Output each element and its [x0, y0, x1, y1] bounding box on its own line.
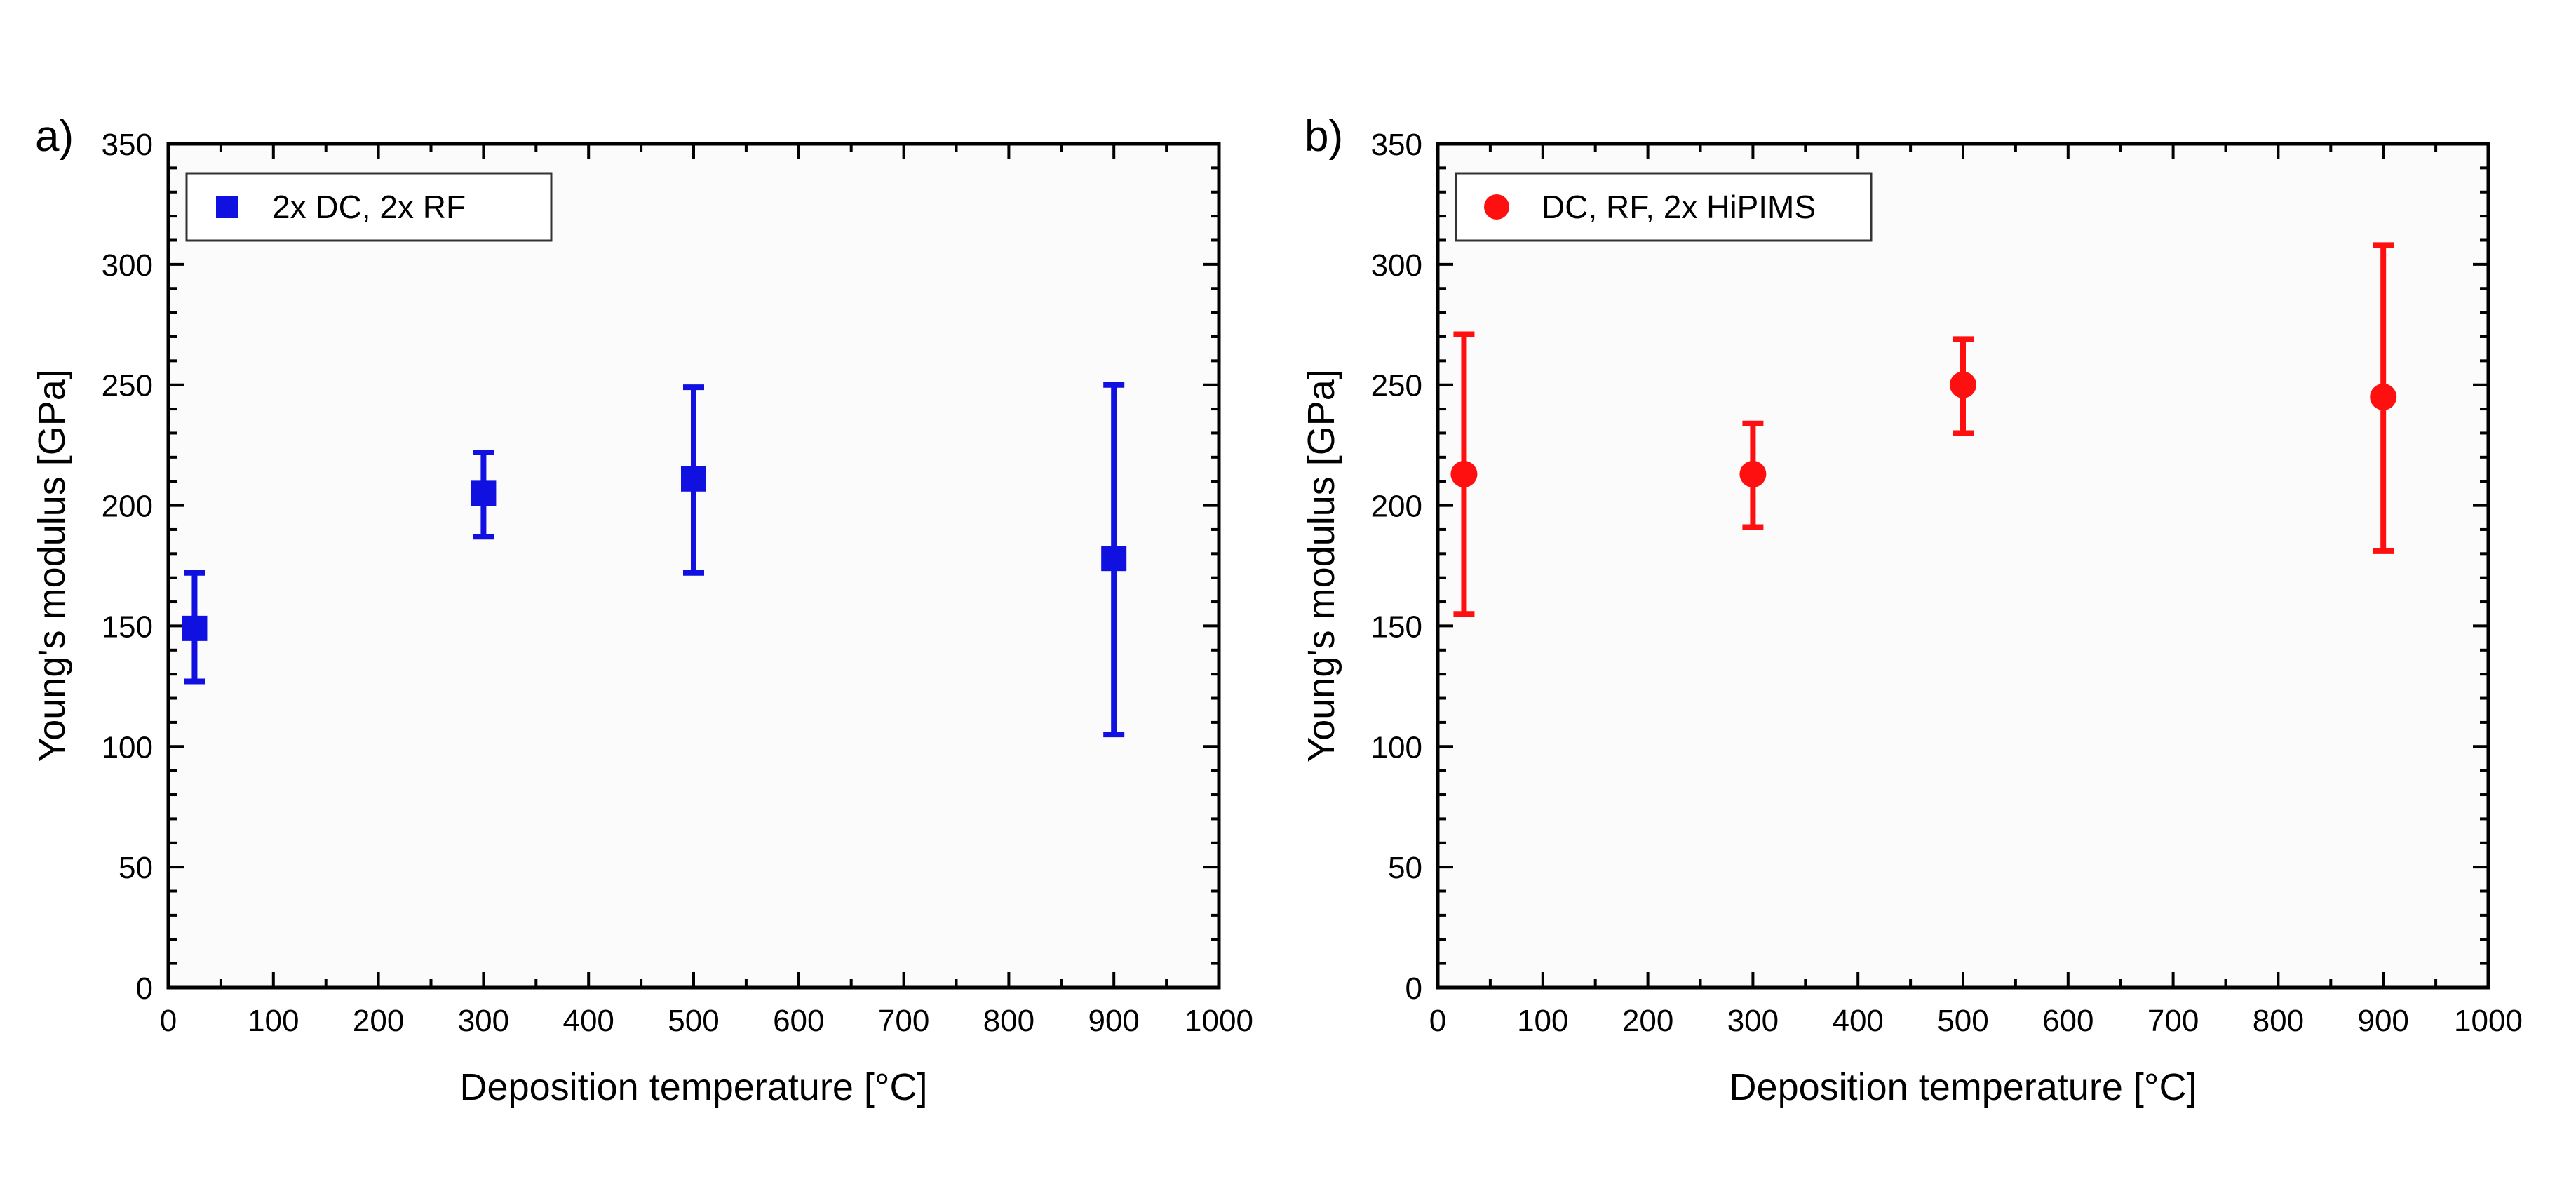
legend-marker-circle	[1484, 194, 1509, 220]
y-tick-label: 300	[1371, 248, 1422, 283]
y-tick-label: 100	[1371, 730, 1422, 765]
x-tick-label: 100	[248, 1004, 299, 1038]
x-tick-label: 300	[1727, 1004, 1779, 1038]
y-tick-label: 50	[119, 851, 153, 885]
x-tick-label: 200	[1622, 1004, 1673, 1038]
x-tick-label: 800	[983, 1004, 1034, 1038]
y-tick-label: 100	[102, 730, 153, 765]
legend	[185, 172, 553, 242]
y-tick-label: 300	[102, 248, 153, 283]
data-point-circle	[2370, 383, 2397, 410]
y-tick-label: 250	[102, 369, 153, 403]
legend	[1455, 172, 1873, 242]
data-point-circle	[1450, 460, 1478, 487]
data-point-circle	[1739, 460, 1767, 487]
y-tick-label: 150	[102, 610, 153, 644]
data-point-square	[1101, 546, 1127, 572]
x-tick-label: 200	[353, 1004, 404, 1038]
x-tick-label: 500	[668, 1004, 719, 1038]
x-tick-label: 900	[1088, 1004, 1139, 1038]
x-tick-label: 800	[2253, 1004, 2304, 1038]
data-point-square	[681, 466, 706, 492]
x-tick-label: 500	[1937, 1004, 1988, 1038]
y-tick-label: 50	[1388, 851, 1422, 885]
panel-label: a)	[35, 112, 74, 161]
x-tick-label: 100	[1517, 1004, 1568, 1038]
y-tick-label: 150	[1371, 610, 1422, 644]
panel-b: 0 100 200 300 400 500 600 700 800 900 1000 0 50 100 15…	[1300, 112, 2523, 1108]
data-point-circle	[1950, 371, 1976, 398]
x-tick-label: 600	[2042, 1004, 2093, 1038]
x-tick-label: 400	[1832, 1004, 1883, 1038]
x-tick-label: 1000	[1185, 1004, 1253, 1038]
x-tick-label: 300	[458, 1004, 509, 1038]
y-tick-label: 350	[102, 128, 153, 162]
y-tick-label: 200	[102, 490, 153, 524]
y-tick-label: 250	[1371, 369, 1422, 403]
panel-label: b)	[1304, 112, 1343, 161]
legend-label: 2x DC, 2x RF	[272, 189, 466, 225]
panel-a: 0 100 200 300 400 500 600 700 800 900 1000 0 50 100 15…	[31, 112, 1253, 1108]
x-tick-label: 0	[160, 1004, 177, 1038]
y-axis-label: Young's modulus [GPa]	[1300, 369, 1342, 762]
x-tick-label: 0	[1429, 1004, 1446, 1038]
x-tick-label: 900	[2357, 1004, 2408, 1038]
y-tick-label: 0	[136, 971, 153, 1006]
legend-marker-square	[216, 196, 238, 218]
x-tick-label: 700	[2147, 1004, 2199, 1038]
y-axis-label: Young's modulus [GPa]	[31, 369, 73, 762]
x-tick-label: 1000	[2454, 1004, 2523, 1038]
x-axis-label: Deposition temperature [°C]	[460, 1066, 928, 1108]
x-tick-label: 600	[773, 1004, 824, 1038]
y-tick-label: 0	[1405, 971, 1422, 1006]
x-tick-label: 700	[878, 1004, 929, 1038]
y-tick-label: 350	[1371, 128, 1422, 162]
data-point-square	[471, 480, 497, 506]
plot-area	[1438, 144, 2488, 988]
data-point-square	[182, 615, 208, 641]
legend-label: DC, RF, 2x HiPIMS	[1542, 189, 1816, 225]
x-axis-label: Deposition temperature [°C]	[1729, 1066, 2197, 1108]
x-tick-label: 400	[562, 1004, 614, 1038]
y-tick-label: 200	[1371, 490, 1422, 524]
